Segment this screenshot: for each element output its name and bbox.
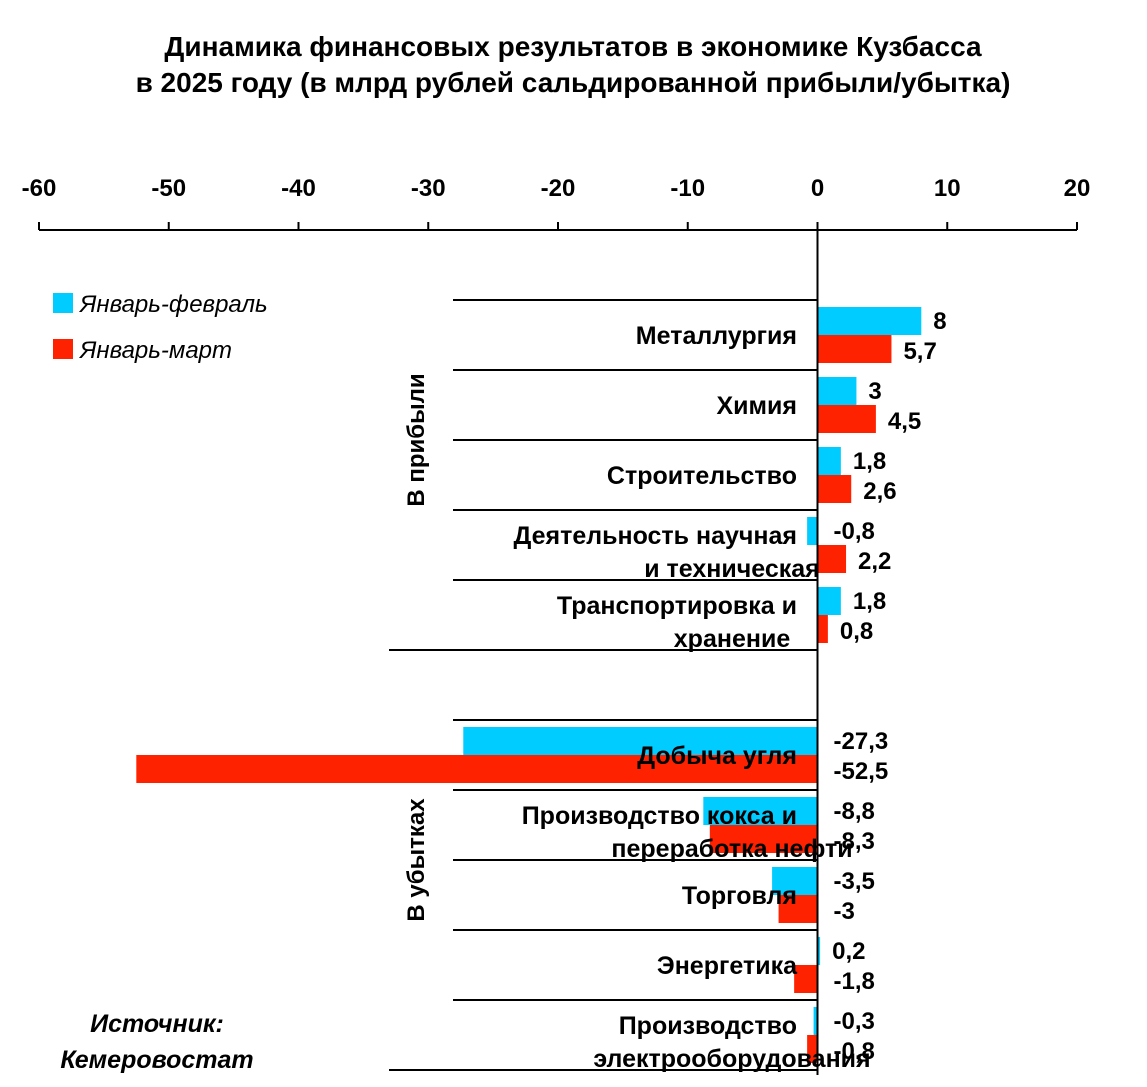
x-tick-label: -30 [411, 175, 446, 202]
category-label: хранение [674, 625, 791, 653]
bar [817, 615, 828, 643]
chart-title-line: Динамика финансовых результатов в эконом… [164, 31, 982, 62]
bar [817, 475, 852, 503]
bar [817, 587, 841, 615]
legend-label: Январь-март [78, 337, 232, 364]
value-label: 2,6 [863, 478, 896, 505]
category-label: Металлургия [636, 322, 797, 350]
value-label: -0,8 [834, 1038, 875, 1065]
x-tick-label: 10 [934, 175, 961, 202]
bar [817, 937, 821, 965]
x-tick-label: 20 [1064, 175, 1091, 202]
category-label: Производство кокса и [522, 802, 797, 830]
value-label: 8 [933, 308, 946, 335]
category-label: Торговля [682, 882, 797, 910]
category-label: Энергетика [657, 952, 798, 980]
category-label: Добыча угля [637, 742, 797, 770]
bar [807, 1035, 818, 1063]
source-label: Источник: [90, 1010, 224, 1038]
value-label: 1,8 [853, 588, 886, 615]
value-label: -0,3 [834, 1008, 875, 1035]
x-tick-label: -40 [281, 175, 316, 202]
value-label: -8,8 [834, 798, 875, 825]
value-label: 3 [868, 378, 881, 405]
bar [807, 517, 818, 545]
category-label: Деятельность научная [513, 522, 797, 550]
value-label: 5,7 [903, 338, 936, 365]
bar [709, 825, 818, 853]
category-label: Производство [619, 1012, 797, 1040]
bar [817, 377, 857, 405]
x-tick-label: -20 [541, 175, 576, 202]
value-label: 0,2 [832, 938, 865, 965]
x-tick-label: 0 [811, 175, 824, 202]
category-label: Строительство [607, 462, 797, 490]
group-label: В убытках [403, 798, 430, 922]
value-label: -52,5 [834, 758, 889, 785]
bar [794, 965, 818, 993]
bar [817, 447, 841, 475]
category-label: электрооборудования [593, 1045, 870, 1073]
bar [813, 1007, 818, 1035]
legend-label: Январь-февраль [78, 291, 268, 318]
legend-swatch [53, 339, 73, 359]
category-label: и техническая [644, 555, 820, 583]
legend-swatch [53, 293, 73, 313]
value-label: 0,8 [840, 618, 873, 645]
bar [703, 797, 818, 825]
x-tick-label: -10 [670, 175, 705, 202]
bar [778, 895, 818, 923]
value-label: -8,3 [834, 828, 875, 855]
x-tick-label: -60 [22, 175, 57, 202]
bar [817, 335, 892, 363]
category-label: переработка нефти [611, 835, 852, 863]
x-tick-label: -50 [151, 175, 186, 202]
value-label: -27,3 [834, 728, 889, 755]
value-label: 2,2 [858, 548, 891, 575]
bar [817, 405, 876, 433]
bar [817, 545, 847, 573]
bar [136, 755, 818, 783]
value-label: -3,5 [834, 868, 875, 895]
value-label: 1,8 [853, 448, 886, 475]
bar [772, 867, 818, 895]
value-label: -0,8 [834, 518, 875, 545]
source-label: Кемеровостат [60, 1046, 253, 1074]
value-label: -1,8 [834, 968, 875, 995]
value-label: -3 [834, 898, 855, 925]
bar [463, 727, 818, 755]
category-label: Транспортировка и [557, 592, 797, 620]
chart-title-line: в 2025 году (в млрд рублей сальдированно… [136, 67, 1011, 98]
category-label: Химия [717, 392, 798, 420]
value-label: 4,5 [888, 408, 921, 435]
bar [817, 307, 922, 335]
group-label: В прибыли [403, 373, 430, 506]
